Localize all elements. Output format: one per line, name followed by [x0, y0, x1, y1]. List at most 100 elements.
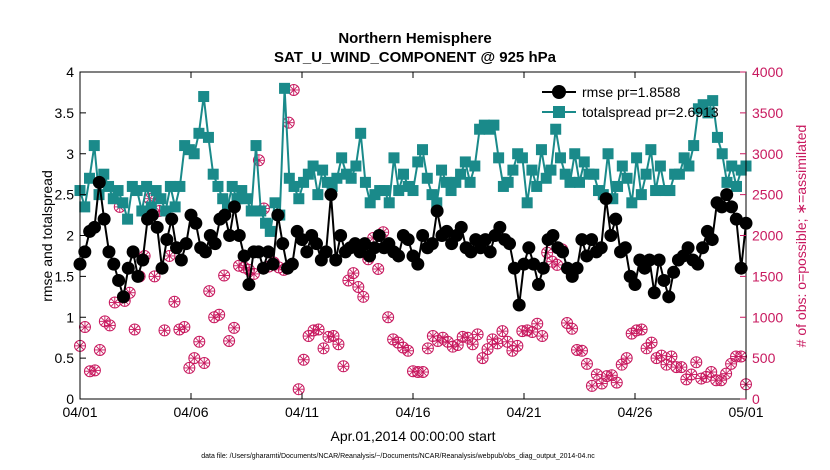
rmse-point — [266, 257, 280, 271]
obs-point — [566, 322, 579, 335]
x-tick-label: 05/01 — [728, 404, 763, 420]
rmse-point — [575, 233, 589, 247]
totalspread-point — [298, 176, 310, 188]
totalspread-point — [531, 180, 543, 192]
y-tick-label: 3 — [66, 146, 74, 162]
obs-layer — [74, 83, 752, 396]
totalspread-point — [169, 201, 181, 213]
obs-point — [347, 267, 360, 280]
rmse-point — [309, 237, 323, 251]
obs-point — [511, 339, 524, 352]
y-axis-label: rmse and totalspread — [39, 170, 55, 302]
obs-point — [103, 319, 116, 332]
obs-point — [402, 344, 415, 357]
rmse-point — [261, 245, 275, 259]
totalspread-point — [264, 225, 276, 237]
x-tick-label: 04/11 — [285, 404, 319, 420]
rmse-point — [372, 229, 386, 242]
y2-tick-label: 3500 — [752, 105, 783, 121]
rmse-point — [87, 220, 101, 234]
rmse-point — [705, 233, 719, 247]
totalspread-point — [307, 160, 319, 172]
totalspread-point — [207, 168, 219, 180]
obs-point — [168, 295, 181, 308]
totalspread-point — [559, 168, 571, 180]
y-axis-right: 0 500 1000 1500 2000 2500 3000 3500 4000 — [740, 64, 783, 407]
rmse-point — [570, 261, 584, 275]
totalspread-point — [364, 197, 376, 209]
x-tick-label: 04/06 — [173, 404, 208, 420]
totalspread-point — [217, 193, 229, 205]
rmse-point — [430, 204, 444, 218]
rmse-point — [227, 200, 241, 214]
totalspread-point — [103, 180, 115, 192]
obs-point — [580, 357, 593, 370]
totalspread-point — [540, 172, 552, 184]
obs-point — [471, 328, 484, 341]
y2-tick-label: 2500 — [752, 187, 783, 203]
totalspread-point — [193, 127, 205, 139]
totalspread-point — [383, 197, 395, 209]
totalspread-point — [507, 164, 519, 176]
obs-point — [590, 368, 603, 381]
totalspread-point — [521, 197, 533, 209]
y2-tick-label: 1500 — [752, 268, 783, 284]
chart-title: Northern Hemisphere — [338, 30, 491, 47]
y-tick-label: 1.5 — [55, 268, 75, 284]
totalspread-point — [697, 99, 709, 111]
totalspread-point — [621, 172, 633, 184]
rmse-point — [720, 188, 734, 202]
obs-point — [496, 325, 509, 338]
obs-point — [312, 323, 325, 336]
totalspread-point — [260, 217, 272, 229]
totalspread-point — [445, 185, 457, 197]
rmse-point — [454, 220, 468, 234]
totalspread-point — [645, 144, 657, 156]
obs-point — [198, 357, 211, 370]
totalspread-point — [578, 156, 590, 168]
obs-point — [357, 290, 370, 303]
totalspread-point — [331, 172, 343, 184]
legend-rmse-label: rmse pr=1.8588 — [582, 84, 681, 100]
obs-point — [416, 366, 429, 379]
totalspread-point — [378, 185, 390, 197]
rmse-point — [97, 212, 111, 226]
obs-point — [282, 116, 295, 129]
obs-point — [491, 337, 504, 350]
totalspread-point — [350, 160, 362, 172]
rmse-point — [242, 278, 256, 292]
totalspread-point — [535, 144, 547, 156]
totalspread-point — [245, 205, 257, 217]
obs-point — [297, 353, 310, 366]
obs-point — [342, 274, 355, 287]
rmse-point — [652, 253, 666, 267]
totalspread-point — [450, 176, 462, 188]
totalspread-point — [721, 176, 733, 188]
x-tick-label: 04/01 — [62, 404, 97, 420]
rmse-point — [657, 273, 671, 287]
totalspread-point — [716, 148, 728, 160]
y-tick-label: 0 — [66, 391, 74, 407]
rmse-point — [367, 241, 381, 255]
rmse-point — [252, 245, 266, 259]
rmse-point — [628, 278, 642, 292]
obs-point — [526, 325, 539, 338]
obs-point — [317, 342, 330, 355]
totalspread-point — [221, 201, 233, 213]
totalspread-point — [164, 180, 176, 192]
obs-point — [188, 352, 201, 365]
rmse-point — [107, 257, 121, 271]
rmse-point — [503, 237, 517, 251]
totalspread-point — [588, 168, 600, 180]
obs-point — [382, 311, 395, 324]
y-axis-left: 0 0.5 1 1.5 2 2.5 3 3.5 4 — [55, 64, 86, 407]
totalspread-point — [98, 168, 110, 180]
totalspread-point — [288, 180, 300, 192]
y2-tick-label: 4000 — [752, 64, 783, 80]
totalspread-point — [107, 193, 119, 205]
totalspread-point — [550, 123, 562, 135]
rmse-point — [594, 241, 608, 255]
totalspread-point — [269, 197, 281, 209]
totalspread-point — [545, 164, 557, 176]
totalspread-point — [426, 189, 438, 201]
